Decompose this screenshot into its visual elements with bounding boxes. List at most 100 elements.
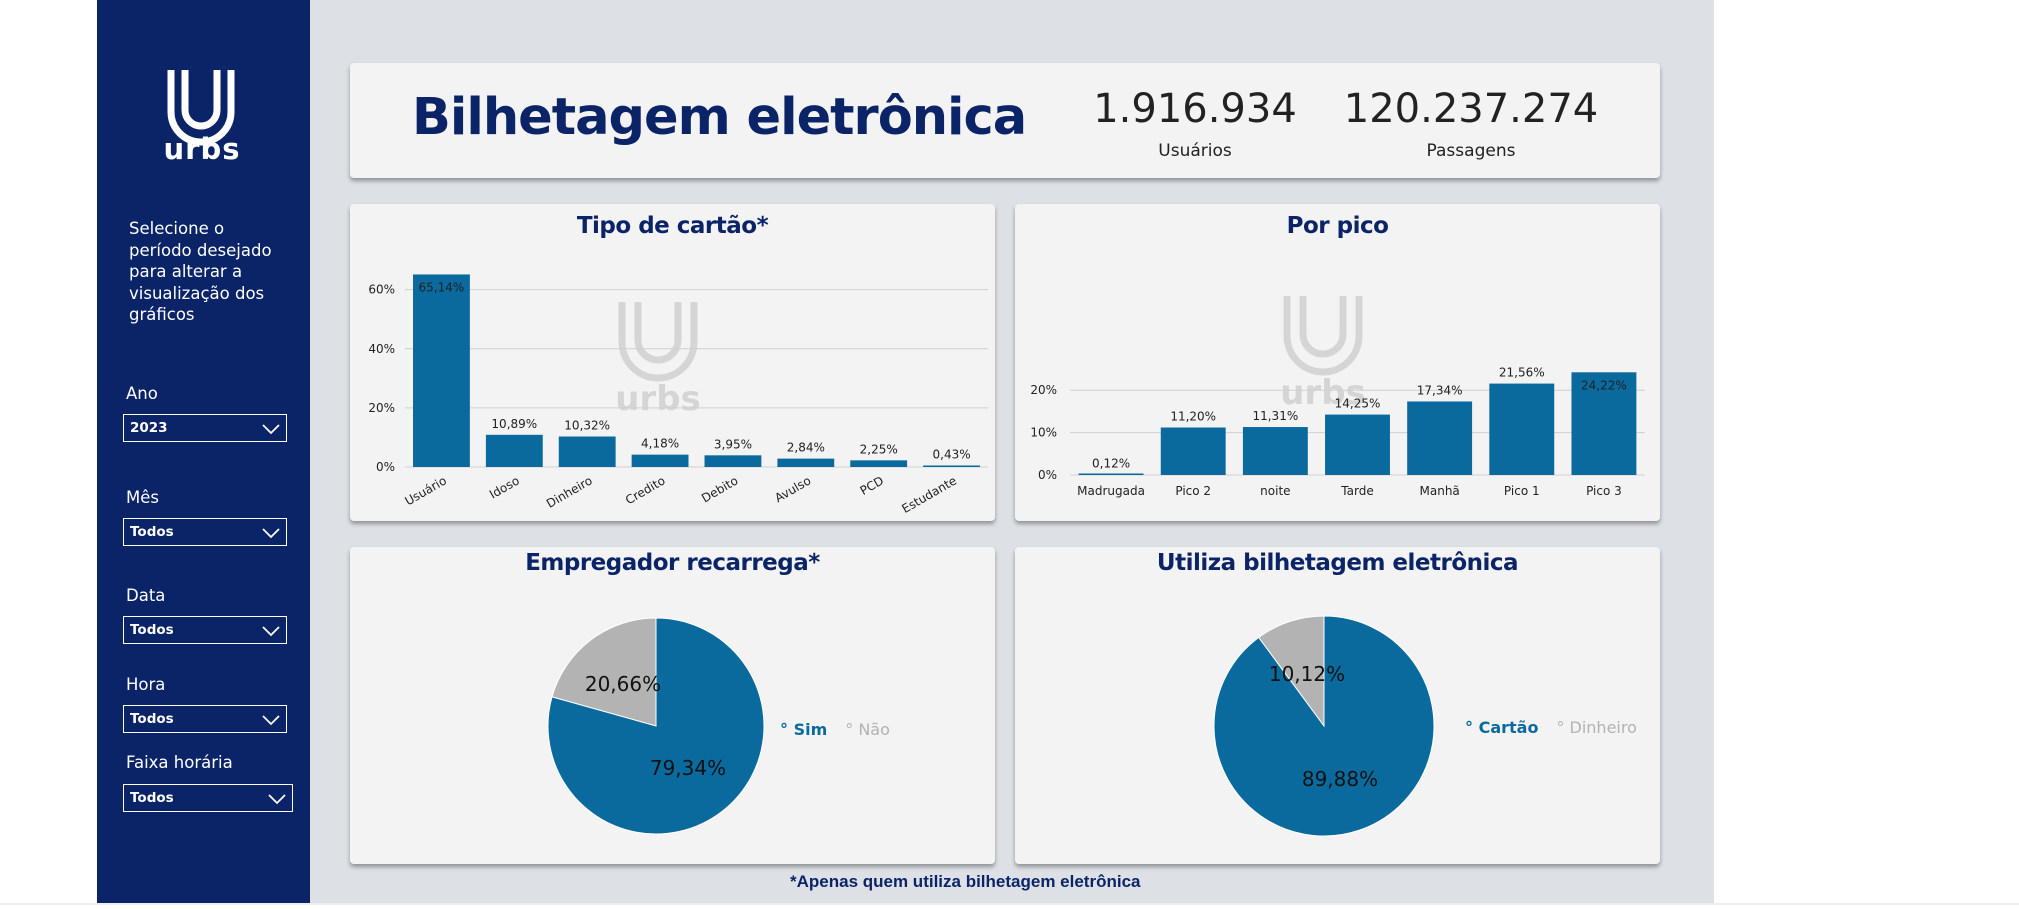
chart-title-utiliza-bilhetagem: Utiliza bilhetagem eletrônica bbox=[1156, 550, 1519, 576]
x-tick-label: Pico 1 bbox=[1504, 484, 1540, 498]
filter-mes-select[interactable]: Todos bbox=[123, 518, 287, 546]
pie-data-label: 20,66% bbox=[585, 672, 661, 696]
kpi-passagens-label: Passagens bbox=[1426, 141, 1516, 161]
y-tick-label: 20% bbox=[1030, 383, 1057, 397]
bar[interactable] bbox=[704, 455, 762, 467]
bar[interactable] bbox=[1242, 427, 1308, 475]
pie-slice[interactable] bbox=[547, 617, 765, 835]
y-tick-label: 10% bbox=[1030, 426, 1057, 440]
bar[interactable] bbox=[413, 274, 470, 467]
data-label: 2,84% bbox=[787, 441, 825, 455]
data-label: 17,34% bbox=[1417, 383, 1463, 397]
pie-data-label: 79,34% bbox=[650, 756, 726, 780]
data-label: 3,95% bbox=[714, 437, 752, 451]
y-tick-label: 0% bbox=[1038, 468, 1057, 482]
x-tick-label: Tarde bbox=[1340, 484, 1373, 498]
data-label: 10,89% bbox=[491, 417, 537, 431]
pie-data-label: 89,88% bbox=[1302, 767, 1378, 791]
filter-label-data: Data bbox=[126, 586, 166, 605]
data-label: 4,18% bbox=[641, 437, 679, 451]
x-tick-label: Credito bbox=[623, 473, 668, 507]
urbs-logo-icon bbox=[167, 70, 235, 146]
bar[interactable] bbox=[1325, 414, 1390, 475]
filter-label-faixa-horaria: Faixa horária bbox=[126, 753, 233, 772]
x-tick-label: Pico 3 bbox=[1586, 484, 1622, 498]
pie-slice[interactable] bbox=[1257, 615, 1325, 728]
bar[interactable] bbox=[485, 434, 543, 467]
filter-hora-select[interactable]: Todos bbox=[123, 705, 287, 733]
bar[interactable] bbox=[777, 458, 835, 467]
y-tick-label: 20% bbox=[368, 401, 395, 415]
filter-instructions: Selecione o período desejado para altera… bbox=[129, 219, 272, 324]
bar[interactable] bbox=[923, 465, 980, 468]
x-tick-label: Idoso bbox=[487, 473, 522, 501]
chevron-down-icon bbox=[262, 424, 280, 435]
data-label: 65,14% bbox=[419, 280, 465, 294]
legend-entry[interactable]: ° Não bbox=[845, 720, 890, 739]
y-tick-label: 0% bbox=[376, 460, 395, 474]
pie-slice[interactable] bbox=[551, 617, 657, 727]
data-label: 14,25% bbox=[1335, 397, 1381, 411]
watermark-text: urbs bbox=[1280, 373, 1366, 413]
bar[interactable] bbox=[1160, 427, 1226, 475]
bar[interactable] bbox=[1078, 473, 1144, 476]
page-title: Bilhetagem eletrônica bbox=[412, 88, 1027, 147]
filter-hora-value: Todos bbox=[130, 711, 174, 727]
watermark-logo-icon: urbs bbox=[615, 302, 701, 419]
x-tick-label: Debito bbox=[699, 473, 740, 505]
filter-label-ano: Ano bbox=[126, 384, 158, 403]
filter-mes-value: Todos bbox=[130, 524, 174, 540]
bar[interactable] bbox=[631, 454, 689, 467]
y-tick-label: 60% bbox=[368, 283, 395, 297]
watermark-text: urbs bbox=[615, 379, 701, 419]
filter-ano-value: 2023 bbox=[130, 420, 168, 436]
por-pico-bar-chart: urbs 0% 10% 20% 0,12% Madrugada 11,20% Pico 2 11… bbox=[1030, 296, 1645, 498]
filter-data-select[interactable]: Todos bbox=[123, 616, 287, 644]
header-panel bbox=[350, 63, 1660, 178]
bar[interactable] bbox=[850, 460, 908, 467]
utiliza-bilhetagem-pie-chart: 10,12% 89,88% ° Cartão ° Dinheiro bbox=[1213, 615, 1637, 837]
chart-title-por-pico: Por pico bbox=[1286, 213, 1389, 239]
legend-entry[interactable]: ° Sim bbox=[780, 720, 827, 739]
filter-data-value: Todos bbox=[130, 622, 174, 638]
logo-text: urbs bbox=[163, 132, 241, 166]
x-tick-label: Estudante bbox=[899, 473, 959, 516]
kpi-usuarios-value: 1.916.934 bbox=[1093, 86, 1297, 132]
filter-label-hora: Hora bbox=[126, 675, 166, 694]
chevron-down-icon bbox=[268, 794, 286, 805]
filter-faixa-horaria-select[interactable]: Todos bbox=[123, 784, 293, 812]
pie-slice[interactable] bbox=[1213, 615, 1435, 837]
pie-data-label: 10,12% bbox=[1269, 662, 1345, 686]
x-tick-label: Pico 2 bbox=[1175, 484, 1211, 498]
x-tick-label: noite bbox=[1260, 484, 1290, 498]
data-label: 10,32% bbox=[564, 418, 610, 432]
data-label: 2,25% bbox=[860, 442, 898, 456]
legend-entry[interactable]: ° Cartão bbox=[1465, 718, 1538, 737]
x-tick-label: Avulso bbox=[772, 473, 813, 505]
empregador-recarrega-pie-chart: 20,66% 79,34% ° Sim ° Não bbox=[547, 617, 890, 835]
bar[interactable] bbox=[1489, 383, 1555, 475]
filter-ano-select[interactable]: 2023 bbox=[123, 414, 287, 442]
bar[interactable] bbox=[558, 436, 616, 467]
chevron-down-icon bbox=[262, 715, 280, 726]
bar[interactable] bbox=[1571, 372, 1637, 475]
data-label: 11,20% bbox=[1170, 410, 1216, 424]
x-tick-label: Dinheiro bbox=[544, 473, 595, 510]
x-tick-label: Usuário bbox=[402, 473, 448, 508]
y-tick-label: 40% bbox=[368, 342, 395, 356]
x-tick-label: Manhã bbox=[1420, 484, 1460, 498]
bar[interactable] bbox=[1407, 401, 1473, 475]
chart-title-empregador-recarrega: Empregador recarrega* bbox=[525, 550, 820, 576]
chart-title-tipo-cartao: Tipo de cartão* bbox=[576, 213, 769, 239]
tipo-cartao-bar-chart: urbs 0% 20% 40% 60% 65,14% Usuário 10,89% Idoso 1… bbox=[368, 274, 988, 516]
data-label: 24,22% bbox=[1581, 378, 1627, 392]
chevron-down-icon bbox=[262, 626, 280, 637]
footnote: *Apenas quem utiliza bilhetagem eletrôni… bbox=[790, 872, 1141, 891]
sidebar bbox=[97, 0, 310, 903]
x-tick-label: Madrugada bbox=[1077, 484, 1145, 498]
chevron-down-icon bbox=[262, 528, 280, 539]
watermark-logo-icon: urbs bbox=[1280, 296, 1366, 413]
data-label: 0,43% bbox=[933, 448, 971, 462]
filter-faixa-horaria-value: Todos bbox=[130, 790, 174, 806]
legend-entry[interactable]: ° Dinheiro bbox=[1556, 718, 1636, 737]
